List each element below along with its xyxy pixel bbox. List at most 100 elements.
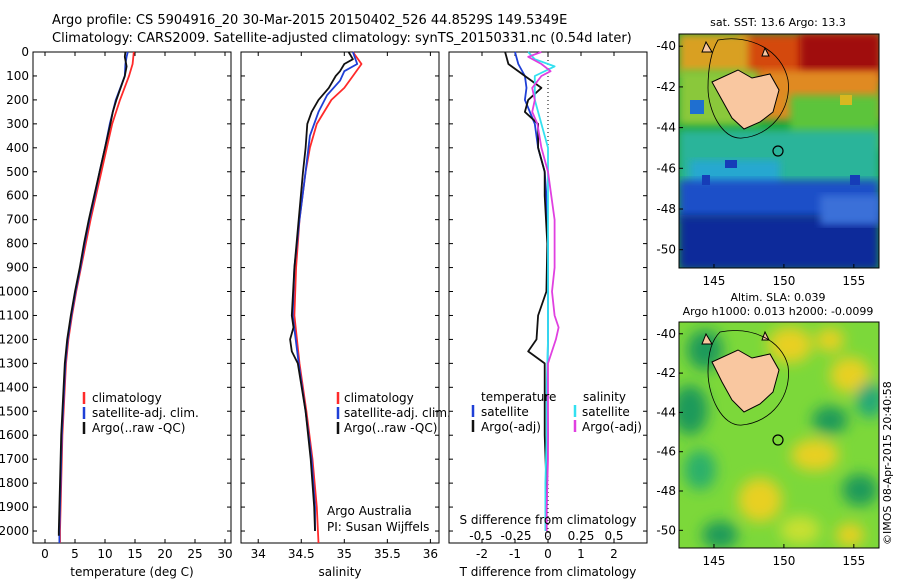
longitude-tick-label: 150: [772, 554, 795, 568]
legend-label-s-argo: Argo(-adj): [582, 420, 642, 434]
temperature-series: [57, 51, 135, 543]
sla-map-title-line1: Altim. SLA: 0.039: [730, 291, 825, 304]
x-tick-label: 5: [71, 547, 79, 561]
depth-tick-label: 1000: [0, 285, 29, 299]
salinity-series: [289, 51, 363, 544]
depth-tick-label: 900: [6, 261, 29, 275]
legend-label-satellite: satellite-adj. clim.: [92, 406, 199, 420]
s-tick-label: -0.5: [469, 529, 492, 543]
attribution-pi: PI: Susan Wijffels: [327, 520, 429, 534]
salinity-depth-ticks: [241, 51, 439, 532]
sst-field: [679, 34, 879, 268]
temperature-plot-frame: [32, 51, 232, 544]
x-tick-label: 0: [41, 547, 49, 561]
x-tick-label: -2: [476, 547, 488, 561]
sst-map: sat. SST: 13.6 Argo: 13.3 1: [656, 16, 880, 288]
temperature-x-axis: 0 5 10 15 20 25 30: [41, 52, 233, 561]
depth-tick-label: 1200: [0, 332, 29, 346]
longitude-tick-label: 150: [772, 274, 795, 288]
sst-map-axes: 145 150 155 -40 -42 -44 -46 -48 -50: [656, 39, 865, 288]
x-tick-label: 25: [187, 547, 202, 561]
legend-label-satellite: satellite-adj. clim.: [344, 406, 451, 420]
sla-map: Altim. SLA: 0.039 Argo h1000: 0.013 h200…: [656, 291, 880, 568]
longitude-tick-label: 155: [842, 554, 865, 568]
series-line-s-argo-adj-: [527, 51, 560, 531]
sla-map-title-line2: Argo h1000: 0.013 h2000: -0.0099: [683, 305, 874, 318]
figure-title-line1: Argo profile: CS 5904916_20 30-Mar-2015 …: [52, 13, 567, 28]
attribution-institution: Argo Australia: [327, 504, 412, 518]
latitude-tick-label: -50: [656, 523, 676, 537]
x-tick-label: 10: [97, 547, 112, 561]
s-difference-label: S difference from climatology: [460, 513, 637, 527]
difference-panel: -2 -1 0 1 2 T difference from climatology S …: [448, 51, 648, 579]
legend-label-argo: Argo(..raw -QC): [344, 421, 437, 435]
depth-tick-label: 1700: [0, 452, 29, 466]
s-tick-label: 0.25: [568, 529, 595, 543]
s-tick-label: -0.25: [500, 529, 531, 543]
sst-map-title: sat. SST: 13.6 Argo: 13.3: [710, 16, 846, 29]
figure-title-line2: Climatology: CARS2009. Satellite-adjuste…: [52, 31, 632, 46]
longitude-tick-label: 145: [703, 554, 726, 568]
x-tick-label: 35: [337, 547, 352, 561]
temperature-x-label: temperature (deg C): [70, 565, 193, 579]
series-line-argo-raw-qc-: [57, 51, 128, 536]
x-tick-label: 0: [544, 547, 552, 561]
depth-tick-label: 400: [6, 141, 29, 155]
depth-tick-label: 300: [6, 117, 29, 131]
legend-label-argo: Argo(..raw -QC): [92, 421, 185, 435]
copyright-timestamp: ©IMOS 08-Apr-2015 20:40:58: [881, 381, 894, 545]
latitude-tick-label: -50: [656, 243, 676, 257]
legend-label-t-argo: Argo(-adj): [481, 420, 541, 434]
latitude-tick-label: -42: [656, 80, 676, 94]
depth-tick-label: 100: [6, 69, 29, 83]
s-difference-axis: -0.5 -0.25 0 0.25 0.5: [469, 529, 623, 543]
latitude-tick-label: -44: [656, 405, 676, 419]
latitude-tick-label: -42: [656, 366, 676, 380]
longitude-tick-label: 145: [703, 274, 726, 288]
x-tick-label: 2: [610, 547, 618, 561]
t-difference-label: T difference from climatology: [459, 565, 637, 579]
temperature-panel: 0100200300400500600700800900100011001200…: [0, 45, 233, 579]
series-line-t-argo-adj-: [504, 51, 549, 531]
depth-tick-label: 1800: [0, 476, 29, 490]
salinity-plot-frame: [240, 51, 440, 544]
latitude-tick-label: -46: [656, 161, 676, 175]
sla-map-frame: [678, 321, 880, 549]
depth-tick-label: 200: [6, 93, 29, 107]
difference-depth-ticks: [449, 51, 647, 532]
salinity-x-label: salinity: [318, 565, 361, 579]
depth-tick-label: 500: [6, 165, 29, 179]
depth-tick-label: 1900: [0, 500, 29, 514]
latitude-tick-label: -48: [656, 202, 676, 216]
depth-tick-label: 700: [6, 213, 29, 227]
x-tick-label: 20: [157, 547, 172, 561]
sla-field: [679, 322, 879, 548]
x-tick-label: -1: [509, 547, 521, 561]
depth-tick-label: 1100: [0, 308, 29, 322]
x-tick-label: 35.5: [374, 547, 401, 561]
depth-tick-label: 1500: [0, 404, 29, 418]
sla-map-axes: 145 150 155 -40 -42 -44 -46 -48 -50: [656, 327, 865, 568]
x-tick-label: 34.5: [288, 547, 315, 561]
difference-legend: temperature salinity satellite Argo(-adj…: [471, 390, 642, 434]
x-tick-label: 36: [423, 547, 438, 561]
difference-series: [504, 51, 560, 532]
depth-tick-label: 1300: [0, 356, 29, 370]
depth-tick-label: 1600: [0, 428, 29, 442]
salinity-x-axis: 34 34.5 35 35.5 36: [251, 52, 438, 561]
x-tick-label: 1: [577, 547, 585, 561]
legend-label-climatology: climatology: [92, 391, 162, 405]
depth-tick-label: 1400: [0, 380, 29, 394]
series-line-argo-raw-qc-: [289, 51, 354, 532]
legend-label-climatology: climatology: [344, 391, 414, 405]
salinity-legend: climatology satellite-adj. clim. Argo(..…: [336, 391, 451, 435]
longitude-tick-label: 155: [842, 274, 865, 288]
salinity-panel: 34 34.5 35 35.5 36 salinity climatology sate…: [240, 51, 451, 579]
s-tick-label: 0.5: [604, 529, 623, 543]
depth-tick-label: 800: [6, 237, 29, 251]
legend-label-s-satellite: satellite: [582, 405, 630, 419]
legend-label-t-satellite: satellite: [481, 405, 529, 419]
x-tick-label: 34: [251, 547, 266, 561]
latitude-tick-label: -44: [656, 121, 676, 135]
